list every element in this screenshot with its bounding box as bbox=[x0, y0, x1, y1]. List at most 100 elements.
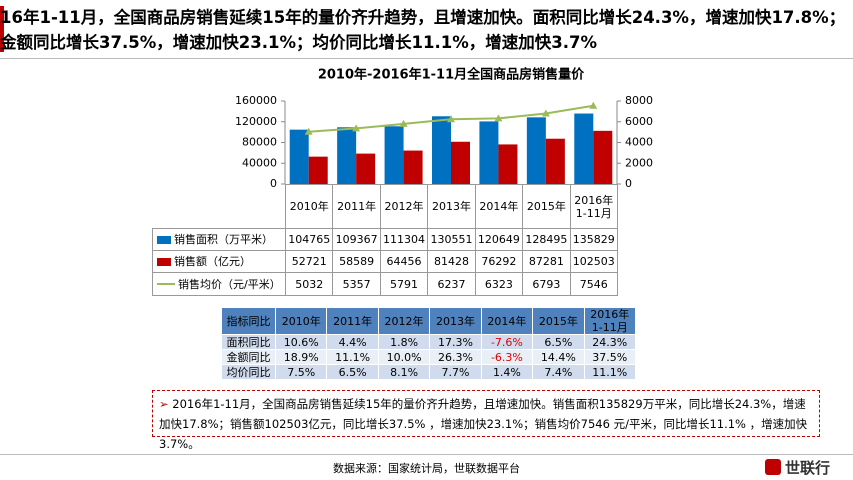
legend-label: 销售额（亿元） bbox=[174, 255, 251, 268]
summary-box: ➢ 2016年1-11月，全国商品房销售延续15年的量价齐升趋势，且增速加快。销… bbox=[152, 390, 820, 451]
table-cell: 面积同比 bbox=[222, 335, 276, 350]
y-tick-label: 80000 bbox=[242, 136, 277, 149]
y2-tick-label: 6000 bbox=[625, 115, 653, 128]
table-cell: 7.4% bbox=[533, 365, 585, 380]
line-marker bbox=[494, 114, 503, 122]
data-table-value: 76292 bbox=[474, 250, 524, 273]
table-header: 2014年 bbox=[481, 308, 534, 335]
legend-label: 销售均价（元/平米） bbox=[178, 277, 281, 291]
line-marker bbox=[589, 101, 598, 109]
table-cell: 均价同比 bbox=[222, 365, 276, 380]
table-cell: 6.5% bbox=[327, 365, 379, 380]
table-cell: 18.9% bbox=[276, 350, 328, 365]
data-table-value: 102503 bbox=[569, 250, 618, 273]
table-cell: 8.1% bbox=[378, 365, 431, 380]
y2-tick-label: 4000 bbox=[625, 136, 653, 149]
bar bbox=[337, 127, 357, 184]
table-cell: 4.4% bbox=[327, 335, 379, 350]
table-cell: 金额同比 bbox=[222, 350, 276, 365]
table-cell: 1.8% bbox=[378, 335, 431, 350]
table-cell: 10.0% bbox=[378, 350, 431, 365]
header-title: 16年1-11月，全国商品房销售延续15年的量价齐升趋势，且增速加快。面积同比增… bbox=[0, 8, 846, 52]
bar bbox=[479, 121, 499, 184]
table-header: 指标同比 bbox=[222, 308, 276, 335]
table-cell: 26.3% bbox=[430, 350, 482, 365]
bar bbox=[289, 129, 309, 184]
x-tick-label: 2011年 bbox=[332, 184, 381, 229]
x-tick-label: 2013年 bbox=[427, 184, 476, 229]
y-tick-label: 0 bbox=[270, 177, 277, 190]
line-marker bbox=[352, 124, 361, 132]
legend-cell: 销售额（亿元） bbox=[152, 250, 286, 273]
bar bbox=[451, 141, 470, 184]
legend-cell: 销售均价（元/平米） bbox=[152, 272, 286, 296]
data-table-value: 120649 bbox=[474, 228, 524, 251]
data-table-value: 109367 bbox=[332, 228, 381, 251]
table-cell: 11.1% bbox=[584, 365, 636, 380]
y-tick-label: 160000 bbox=[235, 94, 277, 107]
legend-key bbox=[157, 283, 175, 285]
legend-label: 销售面积（万平米） bbox=[174, 233, 273, 246]
table-cell: 17.3% bbox=[430, 335, 482, 350]
data-table-value: 5791 bbox=[379, 272, 429, 296]
legend-key bbox=[157, 235, 171, 244]
x-tick-label: 2010年 bbox=[285, 184, 334, 229]
footer-source: 数据来源：国家统计局，世联数据平台 bbox=[333, 462, 520, 475]
line-marker bbox=[399, 119, 408, 127]
data-table-value: 7546 bbox=[569, 272, 618, 296]
bar bbox=[356, 153, 376, 184]
x-tick-label: 2014年 bbox=[474, 184, 524, 229]
logo-text: 世联行 bbox=[785, 459, 831, 477]
bar bbox=[526, 117, 546, 184]
bar bbox=[384, 126, 404, 184]
accent-bar bbox=[0, 6, 4, 52]
data-table-value: 130551 bbox=[427, 228, 476, 251]
table-header: 2012年 bbox=[378, 308, 431, 335]
bar bbox=[308, 156, 328, 184]
x-tick-label: 2012年 bbox=[379, 184, 429, 229]
chart-title: 2010年-2016年1-11月全国商品房销售量价 bbox=[318, 67, 585, 83]
table-cell: 10.6% bbox=[276, 335, 328, 350]
table-header: 2010年 bbox=[276, 308, 328, 335]
data-table-value: 135829 bbox=[569, 228, 618, 251]
table-cell: 7.7% bbox=[430, 365, 482, 380]
y2-tick-label: 0 bbox=[625, 177, 632, 190]
table-cell: 1.4% bbox=[481, 365, 534, 380]
table-header: 2015年 bbox=[533, 308, 585, 335]
bar bbox=[574, 113, 594, 184]
table-header: 2016年1-11月 bbox=[584, 308, 636, 335]
y2-tick-label: 8000 bbox=[625, 94, 653, 107]
table-cell: 11.1% bbox=[327, 350, 379, 365]
line-marker bbox=[541, 109, 550, 117]
data-table-value: 5032 bbox=[285, 272, 334, 296]
header-rule bbox=[0, 58, 853, 59]
x-tick-label: 2015年 bbox=[522, 184, 571, 229]
data-table-value: 58589 bbox=[332, 250, 381, 273]
legend-key bbox=[157, 257, 171, 266]
table-cell: 7.5% bbox=[276, 365, 328, 380]
y-tick-label: 120000 bbox=[235, 115, 277, 128]
x-tick-label: 2016年1-11月 bbox=[569, 184, 618, 229]
summary-text: 2016年1-11月，全国商品房销售延续15年的量价齐升趋势，且增速加快。销售面… bbox=[159, 397, 808, 451]
table-cell: 37.5% bbox=[584, 350, 636, 365]
y-tick-label: 40000 bbox=[242, 156, 277, 169]
data-table-value: 81428 bbox=[427, 250, 476, 273]
bar bbox=[432, 116, 451, 184]
logo-icon bbox=[765, 459, 781, 475]
bar bbox=[545, 138, 565, 184]
bar bbox=[403, 150, 423, 184]
table-cell: 6.5% bbox=[533, 335, 585, 350]
data-table-value: 104765 bbox=[285, 228, 334, 251]
data-table-value: 52721 bbox=[285, 250, 334, 273]
y2-tick-label: 2000 bbox=[625, 156, 653, 169]
line-marker bbox=[447, 115, 455, 123]
data-table-value: 6793 bbox=[522, 272, 571, 296]
data-table-value: 64456 bbox=[379, 250, 429, 273]
table-cell: -7.6% bbox=[481, 335, 534, 350]
table-cell: -6.3% bbox=[481, 350, 534, 365]
bar bbox=[498, 144, 518, 184]
table-header: 2011年 bbox=[327, 308, 379, 335]
bar bbox=[593, 130, 613, 184]
